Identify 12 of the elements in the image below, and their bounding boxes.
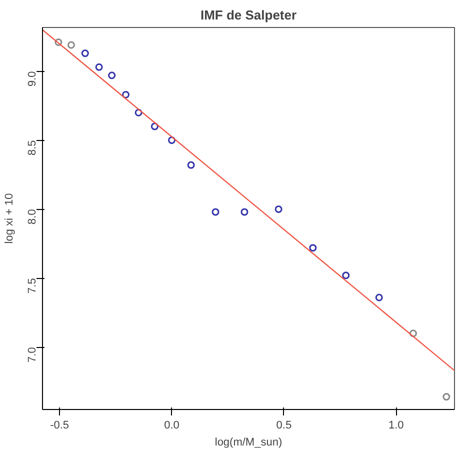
y-tick-label: 7.5 bbox=[26, 278, 38, 294]
y-tick-label: 8.0 bbox=[26, 209, 38, 224]
y-tick-label: 7.0 bbox=[26, 347, 38, 362]
y-tick-label: 9.0 bbox=[26, 71, 38, 87]
x-tick-label: -0.5 bbox=[50, 420, 70, 432]
x-axis-title: log(m/M_sun) bbox=[214, 436, 282, 448]
y-tick-label: 8.5 bbox=[26, 140, 38, 156]
x-tick-label: 0.5 bbox=[276, 420, 292, 432]
y-axis-title: log xi + 10 bbox=[4, 193, 16, 244]
chart-title: IMF de Salpeter bbox=[200, 8, 297, 22]
x-tick-label: 0.0 bbox=[164, 420, 180, 432]
x-tick-label: 1.0 bbox=[388, 420, 404, 432]
